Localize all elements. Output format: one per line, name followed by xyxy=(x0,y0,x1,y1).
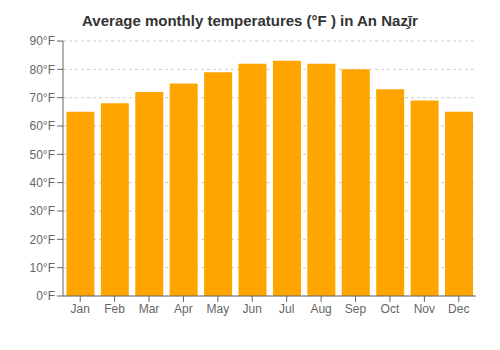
svg-text:90°F: 90°F xyxy=(30,34,55,48)
svg-text:60°F: 60°F xyxy=(30,119,55,133)
svg-text:20°F: 20°F xyxy=(30,233,55,247)
svg-text:Apr: Apr xyxy=(174,302,193,316)
svg-text:Jun: Jun xyxy=(243,302,262,316)
svg-text:Feb: Feb xyxy=(104,302,125,316)
svg-text:Mar: Mar xyxy=(139,302,160,316)
svg-text:Oct: Oct xyxy=(381,302,400,316)
svg-text:Dec: Dec xyxy=(448,302,469,316)
svg-text:30°F: 30°F xyxy=(30,204,55,218)
svg-text:May: May xyxy=(207,302,230,316)
svg-text:Nov: Nov xyxy=(414,302,435,316)
svg-text:50°F: 50°F xyxy=(30,148,55,162)
svg-text:10°F: 10°F xyxy=(30,261,55,275)
svg-text:0°F: 0°F xyxy=(36,289,55,303)
svg-text:Jan: Jan xyxy=(71,302,90,316)
html-text:Average monthly temperatures (: Average monthly temperatures (°F ) in An… xyxy=(82,12,418,29)
svg-text:Aug: Aug xyxy=(310,302,331,316)
svg-text:Jul: Jul xyxy=(279,302,294,316)
svg-text:80°F: 80°F xyxy=(30,63,55,77)
svg-text:70°F: 70°F xyxy=(30,91,55,105)
svg-text:Sep: Sep xyxy=(345,302,367,316)
svg-text:40°F: 40°F xyxy=(30,176,55,190)
